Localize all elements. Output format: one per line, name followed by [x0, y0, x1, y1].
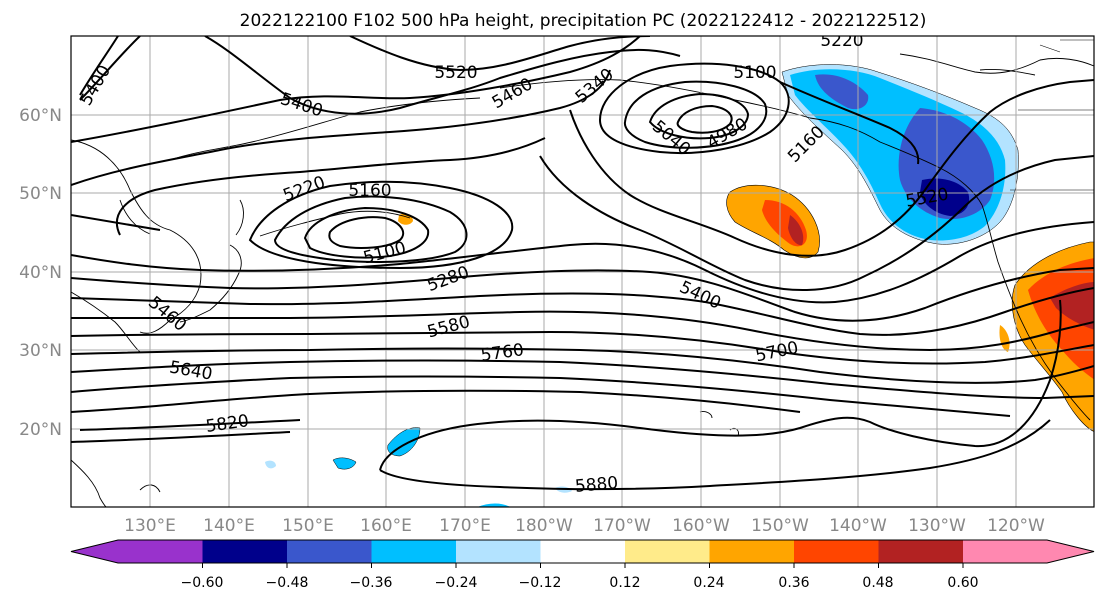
- lat-label: 30°N: [19, 341, 62, 361]
- colorbar-tick-label: −0.24: [435, 575, 478, 591]
- colorbar-tick-label: −0.12: [519, 575, 562, 591]
- map-title: 2022122100 F102 500 hPa height, precipit…: [240, 11, 927, 31]
- colorbar-segment: [625, 540, 710, 563]
- colorbar-tick-label: −0.36: [350, 575, 393, 591]
- colorbar-tick-label: 0.12: [609, 575, 640, 591]
- map-frame: [70, 35, 1095, 508]
- lat-label: 40°N: [19, 263, 62, 283]
- colorbar-tick-label: 0.36: [778, 575, 809, 591]
- lon-label: 170°W: [593, 516, 651, 536]
- lon-label: 160°E: [360, 516, 412, 536]
- contour-label: 5880: [574, 473, 619, 497]
- latitude-labels: 60°N 50°N 40°N 30°N 20°N: [19, 106, 62, 440]
- lon-label: 120°W: [987, 516, 1045, 536]
- colorbar-segment: [540, 540, 625, 563]
- colorbar-segment: [287, 540, 372, 563]
- lon-label: 140°W: [829, 516, 887, 536]
- coastlines: [71, 39, 1094, 507]
- colorbar-tick-label: 0.60: [947, 575, 978, 591]
- lon-label: 150°E: [282, 516, 334, 536]
- colorbar-segment: [202, 540, 287, 563]
- contour-label: 5100: [733, 63, 776, 83]
- lon-label: 170°E: [439, 516, 491, 536]
- colorbar-segment: [709, 540, 794, 563]
- colorbar-tick-label: 0.24: [693, 575, 724, 591]
- lon-label: 180°W: [515, 516, 573, 536]
- precip-negative-shading: [265, 64, 1019, 507]
- colorbar-segment: [878, 540, 963, 563]
- lat-label: 20°N: [19, 420, 62, 440]
- lon-label: 140°E: [203, 516, 255, 536]
- colorbar-outline: [70, 539, 1095, 564]
- longitude-labels: 130°E 140°E 150°E 160°E 170°E 180°W 170°…: [124, 516, 1045, 536]
- contour-label: 5520: [434, 63, 477, 83]
- colorbar-segment: [456, 540, 541, 563]
- contour-label: 5220: [820, 31, 863, 51]
- colorbar-extend-max: [963, 540, 1094, 563]
- colorbar-segment: [371, 540, 456, 563]
- colorbar: [70, 539, 1095, 568]
- colorbar-extend-min: [71, 540, 203, 563]
- lon-label: 130°E: [124, 516, 176, 536]
- colorbar-tick-labels: −0.60 −0.48 −0.36 −0.24 −0.12 0.12 0.24 …: [181, 575, 979, 591]
- contour-label: 5160: [348, 181, 391, 201]
- lon-label: 150°W: [751, 516, 809, 536]
- lat-label: 60°N: [19, 106, 62, 126]
- lat-label: 50°N: [19, 184, 62, 204]
- colorbar-tick-label: −0.48: [266, 575, 309, 591]
- colorbar-tick-label: 0.48: [862, 575, 893, 591]
- lon-label: 130°W: [908, 516, 966, 536]
- lon-label: 160°W: [672, 516, 730, 536]
- colorbar-tick-label: −0.60: [181, 575, 224, 591]
- colorbar-segment: [794, 540, 879, 563]
- map-panel: 5400 5520 5460 5340 5220 5100 5400 4980 …: [71, 31, 1094, 507]
- height-contours: [71, 36, 1094, 491]
